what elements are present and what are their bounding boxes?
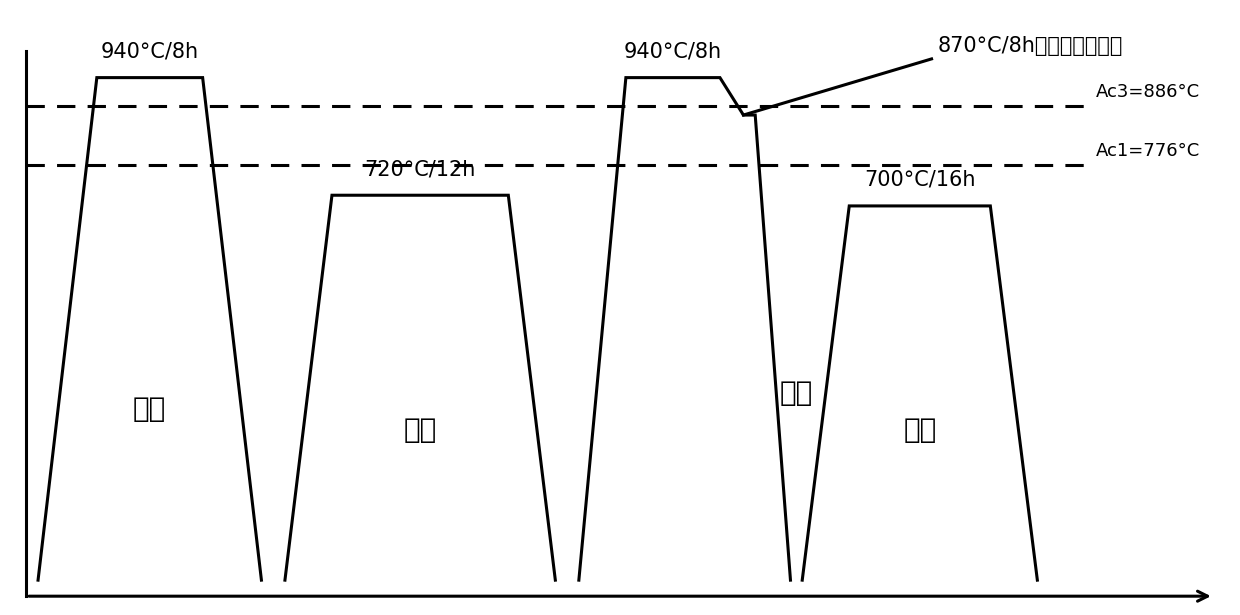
Text: 水淤: 水淤 [133, 395, 166, 423]
Text: Ac1=776°C: Ac1=776°C [1096, 142, 1200, 160]
Text: 退火: 退火 [403, 416, 436, 445]
Text: 870°C/8h（新发明工艺）: 870°C/8h（新发明工艺） [937, 36, 1122, 56]
Text: 空冷: 空冷 [903, 416, 936, 445]
Text: Ac3=886°C: Ac3=886°C [1096, 83, 1200, 101]
Text: 940°C/8h: 940°C/8h [624, 42, 722, 62]
Text: 700°C/16h: 700°C/16h [864, 170, 976, 190]
Text: 720°C/12h: 720°C/12h [365, 159, 476, 179]
Text: 水淤: 水淤 [780, 379, 813, 407]
Text: 940°C/8h: 940°C/8h [100, 42, 198, 62]
